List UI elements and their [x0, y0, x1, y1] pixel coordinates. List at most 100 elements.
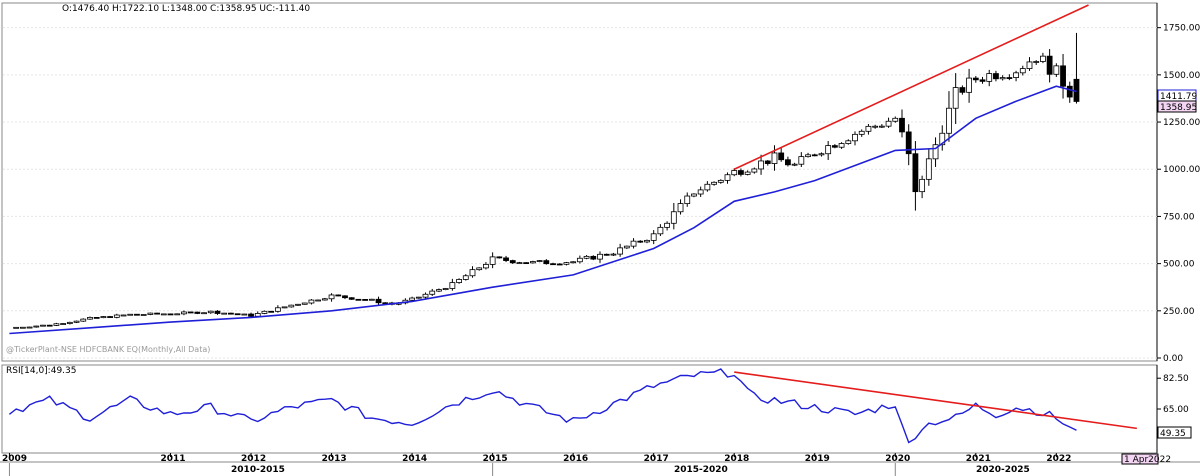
rsi-line [8, 368, 1077, 444]
candle-body [1013, 72, 1019, 78]
candle-body [422, 293, 429, 298]
candle-body [684, 195, 691, 204]
candle-body [301, 302, 308, 305]
candle-body [529, 261, 536, 264]
candle-body [617, 247, 624, 255]
candle-body [623, 245, 630, 249]
candle-body [1006, 77, 1013, 79]
candle-body [248, 313, 254, 317]
candle-body [610, 253, 617, 256]
candle-body [764, 160, 771, 164]
candle-body [912, 153, 919, 193]
candle-body [362, 299, 369, 301]
price-tick-label: 0.00 [1163, 354, 1183, 364]
candle-body [979, 79, 986, 82]
candle-body [939, 132, 946, 146]
candle-body [838, 143, 845, 148]
price-trendline [733, 4, 1089, 170]
candle-body [959, 87, 966, 93]
candle-body [476, 267, 483, 271]
price-grid [3, 27, 1157, 359]
candle-body [241, 313, 248, 316]
candle-body [187, 311, 194, 314]
period-label: 2010-2015 [231, 465, 285, 475]
year-label: 2020 [885, 454, 910, 464]
candle-body [731, 170, 738, 176]
candle-body [483, 264, 489, 269]
candle-body [234, 313, 241, 316]
candle-body [321, 298, 328, 301]
candle-body [630, 240, 637, 247]
candle-body [1026, 61, 1033, 69]
candle-body [73, 320, 80, 323]
candle-body [972, 77, 979, 81]
candle-body [107, 316, 114, 318]
candle-body [87, 316, 93, 320]
price-tick-label: 1250.00 [1163, 118, 1200, 128]
candle-body [878, 125, 885, 128]
candle-body [657, 226, 664, 235]
candle-body [644, 239, 650, 243]
candle-body [583, 255, 590, 259]
candle-body [46, 324, 53, 327]
candle-body [40, 324, 46, 327]
candle-body [154, 312, 160, 315]
candle-body [469, 269, 476, 277]
candle-body [214, 310, 221, 314]
candle-body [60, 323, 67, 325]
candle-body [738, 170, 744, 175]
candle-body [436, 289, 442, 292]
candle-body [462, 275, 469, 280]
price-tick-label: 500.00 [1163, 260, 1195, 270]
candle-body [1019, 68, 1026, 74]
candle-body [409, 297, 415, 301]
price-axis: 0.00 250.00 500.00 750.00 1000.00 1250.00 1500… [1157, 24, 1200, 364]
period-label: 2015-2020 [674, 465, 728, 475]
year-label: 2016 [563, 454, 588, 464]
period-label: 2020-2025 [976, 465, 1030, 475]
candle-body [160, 313, 167, 316]
candle-body [1066, 85, 1073, 98]
rsi-tick-label: 65.00 [1163, 405, 1189, 415]
candle-body [456, 279, 462, 283]
candle-body [597, 253, 603, 260]
candle-body [590, 255, 597, 260]
candle-body [295, 303, 301, 306]
candle-body [147, 312, 154, 315]
candle-body [308, 299, 315, 304]
candle-body [509, 260, 516, 264]
candle-body [181, 311, 187, 315]
candle-body [811, 154, 818, 157]
year-label: 2015 [483, 454, 508, 464]
candle-body [93, 316, 100, 319]
candle-body [670, 211, 677, 224]
candle-body [899, 117, 905, 133]
candle-body [865, 125, 872, 132]
candle-body [415, 296, 422, 299]
price-tick-label: 1000.00 [1163, 165, 1200, 175]
moving-average-line [9, 85, 1077, 335]
candle-body [19, 326, 26, 329]
candle-body [724, 174, 731, 181]
year-label: 2012 [241, 454, 266, 464]
candle-body [717, 179, 724, 183]
candle-body [798, 156, 805, 165]
candle-body [818, 153, 825, 156]
candle-body [704, 183, 711, 191]
candle-body [691, 193, 697, 197]
watermark: @TickerPlant-NSE HDFCBANK EQ(Monthly,All… [6, 345, 210, 354]
candle-body [785, 159, 791, 166]
date-badge-box [1121, 453, 1159, 465]
candle-body [697, 189, 704, 195]
date-badge: 1 Apr2022 [1124, 455, 1171, 465]
candle-body [637, 240, 644, 243]
candle-body [778, 152, 785, 161]
candle-body [375, 298, 382, 304]
year-label: 2022 [1046, 454, 1071, 464]
candle-body [288, 304, 295, 308]
candle-body [342, 295, 348, 299]
price-tick-label: 1750.00 [1163, 24, 1200, 34]
close-price-tag-box [1157, 100, 1197, 113]
candle-body [556, 263, 563, 266]
candle-body [1053, 65, 1060, 75]
